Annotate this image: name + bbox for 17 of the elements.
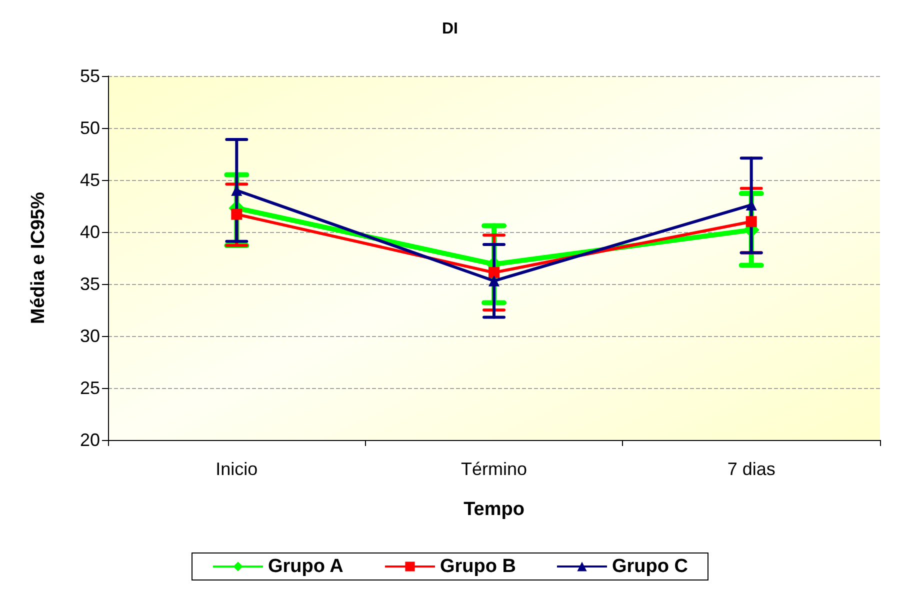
x-axis-title: Tempo [464, 499, 524, 520]
y-tick-label: 30 [80, 326, 100, 346]
x-tick-label: Inicio [216, 459, 258, 479]
y-tick-label: 55 [80, 66, 100, 86]
x-tick-label: 7 dias [727, 459, 776, 479]
y-tick-label: 40 [80, 222, 100, 242]
legend-label: Grupo C [612, 556, 688, 577]
chart-title: DI [442, 20, 458, 38]
x-tick-label: Término [460, 459, 528, 479]
y-tick-label: 50 [80, 118, 100, 138]
legend-label: Grupo B [440, 556, 516, 577]
y-axis-title: Média e IC95% [28, 192, 49, 324]
y-tick-label: 20 [80, 430, 100, 450]
y-tick-label: 45 [80, 170, 100, 190]
y-tick-label: 35 [80, 274, 100, 294]
y-tick-label: 25 [80, 378, 100, 398]
legend-label: Grupo A [268, 556, 344, 577]
